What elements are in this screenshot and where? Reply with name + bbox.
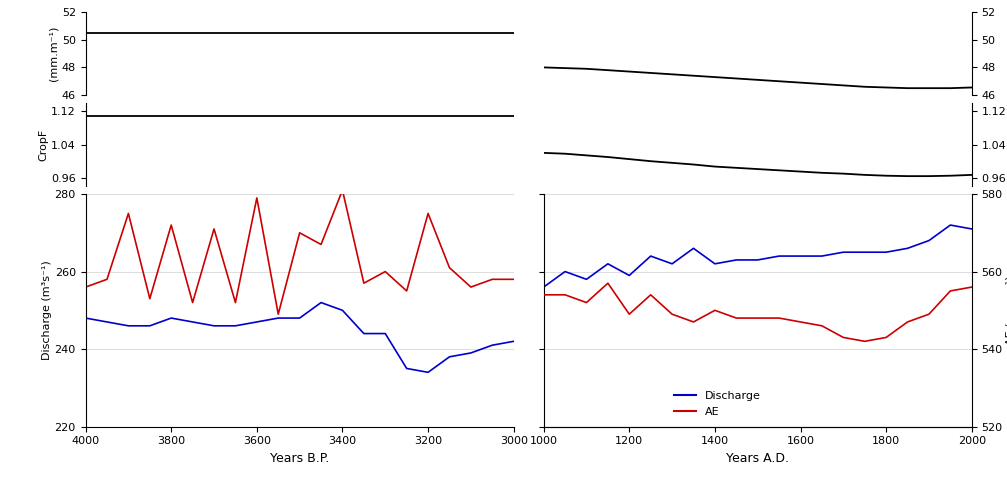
X-axis label: Years B.P.: Years B.P. [270, 452, 329, 465]
Y-axis label: (mm.m⁻¹): (mm.m⁻¹) [49, 26, 58, 81]
Y-axis label: CropF: CropF [38, 128, 48, 161]
Y-axis label: Discharge (m³s⁻¹): Discharge (m³s⁻¹) [42, 260, 51, 360]
Legend: Discharge, AE: Discharge, AE [669, 387, 765, 421]
X-axis label: Years A.D.: Years A.D. [726, 452, 789, 465]
Y-axis label: AE (mm.a⁻¹): AE (mm.a⁻¹) [1005, 276, 1007, 345]
